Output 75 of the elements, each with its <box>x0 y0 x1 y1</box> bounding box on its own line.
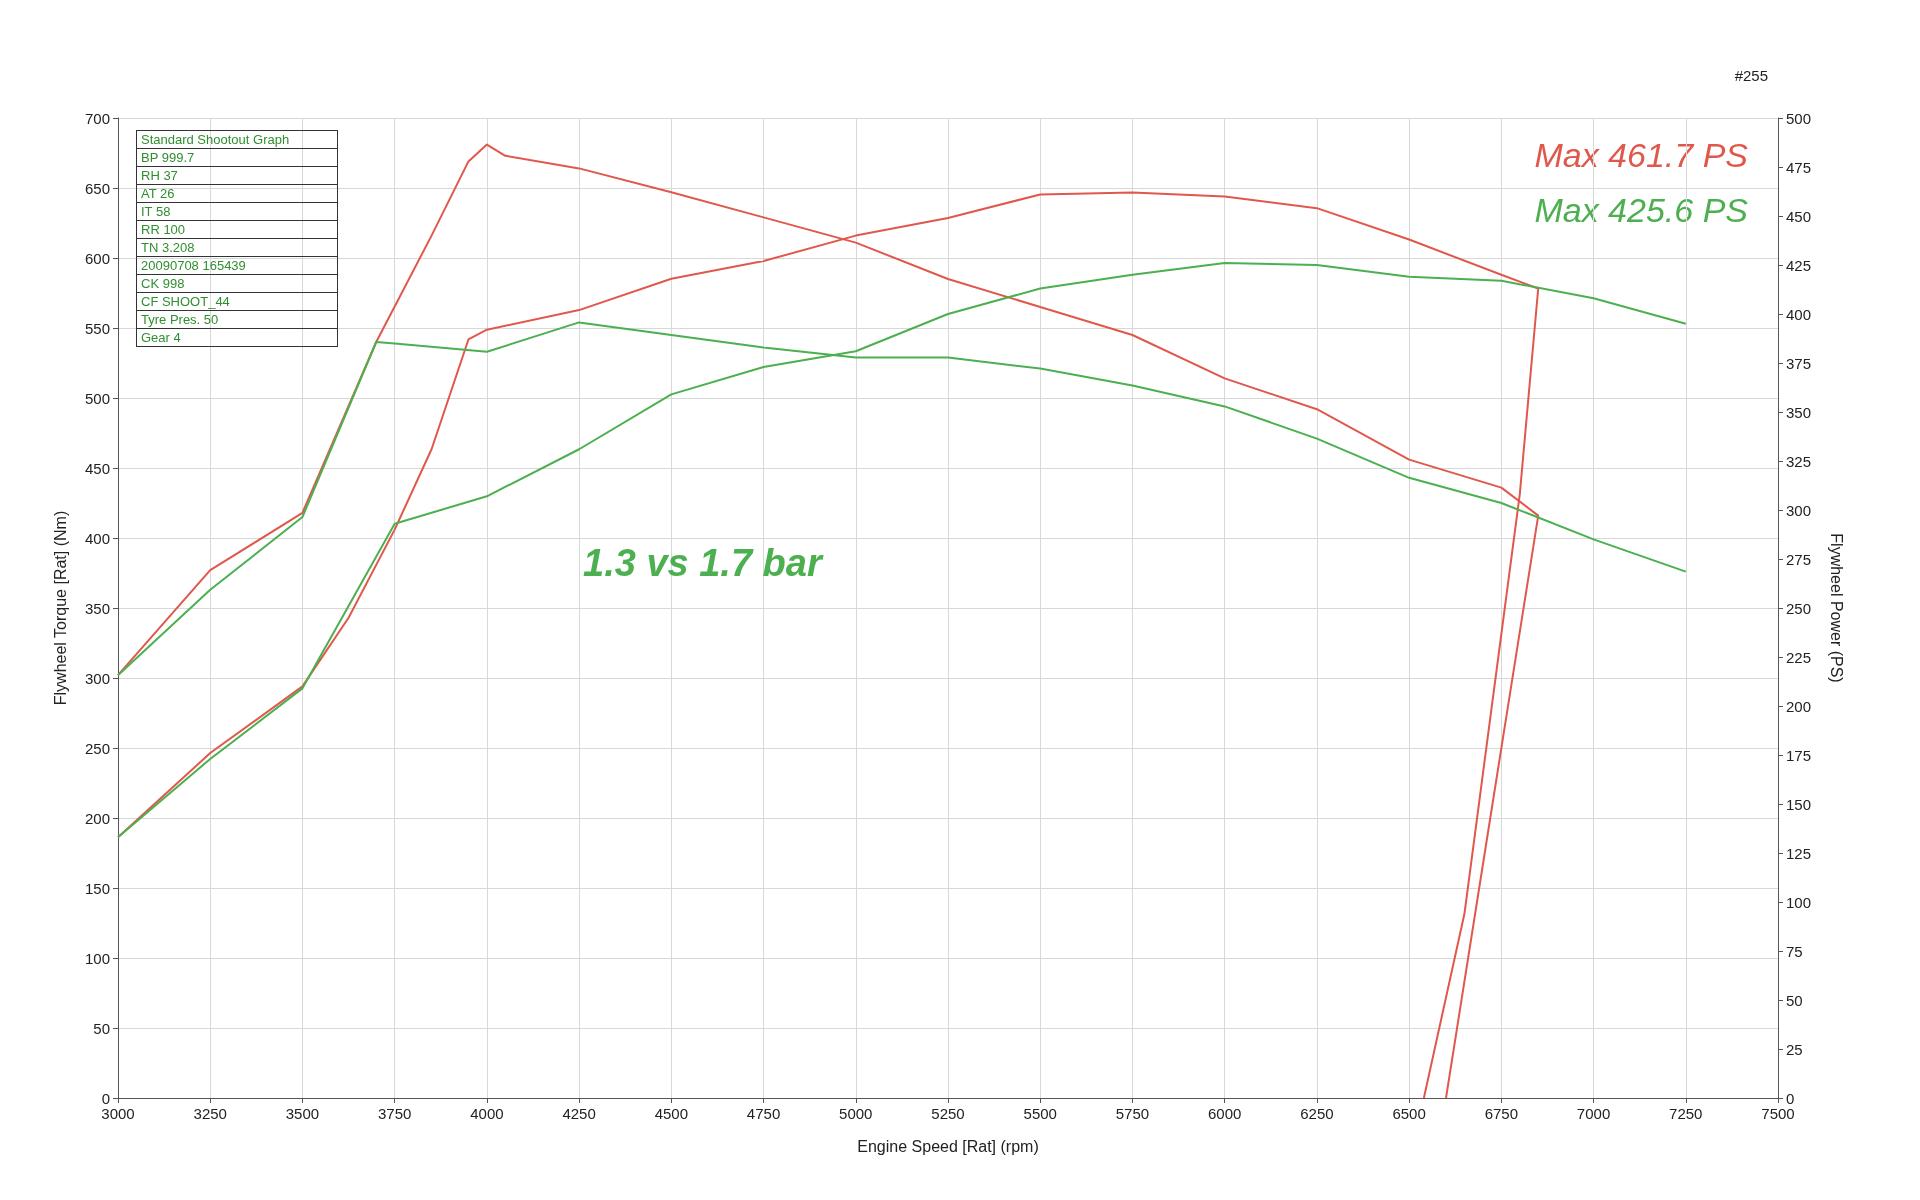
y2-tick-label: 400 <box>1786 305 1812 323</box>
annotation: Tyre Pres. 50 <box>137 310 337 328</box>
x-tick-label: 7250 <box>1669 1105 1703 1122</box>
x-tick-label: 6000 <box>1207 1105 1242 1122</box>
y2-tick-label: 325 <box>1786 452 1812 470</box>
y-tick-label: 400 <box>84 529 110 547</box>
y2-tick-label: 25 <box>1786 1040 1803 1058</box>
y-tick-label: 650 <box>84 179 110 197</box>
y2-tick-label: 375 <box>1786 354 1812 372</box>
y2-tick-label: 75 <box>1786 942 1803 960</box>
x-tick-label: 6250 <box>1300 1105 1334 1122</box>
y-tick-label: 550 <box>84 319 110 337</box>
annotation: IT 58 <box>137 202 337 220</box>
y2-tick-label: 200 <box>1786 697 1812 715</box>
y2-tick-label: 450 <box>1786 207 1812 225</box>
x-tick-label: 4500 <box>654 1105 689 1122</box>
y-tick-label: 0 <box>101 1089 110 1107</box>
y-tick-label: 300 <box>84 669 110 687</box>
x-tick-label: 3750 <box>377 1105 412 1122</box>
y2-tick-label: 225 <box>1786 648 1812 666</box>
annotation: RR 100 <box>137 220 337 238</box>
annotation: Max 425.6 PS <box>1534 191 1749 229</box>
y2-tick-label: 100 <box>1786 893 1812 911</box>
y-tick-label: 100 <box>84 949 110 967</box>
annotation: CF SHOOT_44 <box>137 292 337 310</box>
text: 1.3 vs 1.7 bar <box>583 542 824 584</box>
y2-axis-title: Flywheel Power (PS) <box>1827 533 1845 683</box>
y2-tick-label: 275 <box>1786 550 1812 568</box>
annotation: TN 3.208 <box>137 238 337 256</box>
line-series <box>117 262 1687 839</box>
y-tick-label: 200 <box>84 809 110 827</box>
y-tick-label: 350 <box>84 599 110 617</box>
x-axis-title: Engine Speed [Rat] (rpm) <box>857 1137 1039 1155</box>
annotation: CK 998 <box>137 274 337 292</box>
y-tick-label: 600 <box>84 249 110 267</box>
y-tick-label: 50 <box>93 1019 110 1037</box>
y-axis-title: Flywheel Torque [Rat] (Nm) <box>51 510 69 706</box>
x-tick-label: 6500 <box>1392 1105 1426 1122</box>
x-tick-label: 6750 <box>1484 1105 1519 1122</box>
x-tick-label: 4250 <box>562 1105 596 1122</box>
x-tick-label: 4750 <box>746 1105 781 1122</box>
annotation: BP 999.7 <box>137 148 337 166</box>
y-tick-label: 700 <box>84 109 110 127</box>
y2-tick-label: 50 <box>1786 991 1803 1009</box>
y2-tick-label: 425 <box>1786 256 1812 274</box>
annotation: 20090708 165439 <box>137 256 337 274</box>
x-tick-label: 3000 <box>101 1105 135 1122</box>
annotation: Standard Shootout Graph <box>140 131 291 148</box>
x-tick-label: 5000 <box>839 1105 873 1122</box>
y2-tick-label: 250 <box>1786 599 1812 617</box>
y-tick-label: 250 <box>84 739 110 757</box>
y2-tick-label: 150 <box>1786 795 1812 813</box>
x-tick-label: 5750 <box>1115 1105 1150 1122</box>
y2-tick-label: 500 <box>1786 109 1812 127</box>
y2-tick-label: 350 <box>1786 403 1812 421</box>
x-tick-label: 3250 <box>193 1105 227 1122</box>
y2-tick-label: 475 <box>1786 158 1812 176</box>
annotation: AT 26 <box>137 184 337 202</box>
annotation: Gear 4 <box>137 328 337 346</box>
text: #255 <box>1734 67 1769 84</box>
y2-tick-label: 0 <box>1786 1089 1795 1107</box>
annotation: Max 461.7 PS <box>1534 136 1749 174</box>
y2-tick-label: 175 <box>1786 746 1812 764</box>
x-tick-label: 7000 <box>1576 1105 1611 1122</box>
y2-tick-label: 300 <box>1786 501 1812 519</box>
x-tick-label: 3500 <box>285 1105 320 1122</box>
x-tick-label: 4000 <box>470 1105 504 1122</box>
x-tick-label: 5500 <box>1023 1105 1057 1122</box>
y-tick-label: 450 <box>84 459 110 477</box>
annotation: RH 37 <box>137 166 337 184</box>
y-tick-label: 150 <box>84 879 110 897</box>
x-tick-label: 5250 <box>931 1105 965 1122</box>
y2-tick-label: 125 <box>1786 844 1812 862</box>
y-tick-label: 500 <box>84 389 110 407</box>
x-tick-label: 7500 <box>1761 1105 1795 1122</box>
